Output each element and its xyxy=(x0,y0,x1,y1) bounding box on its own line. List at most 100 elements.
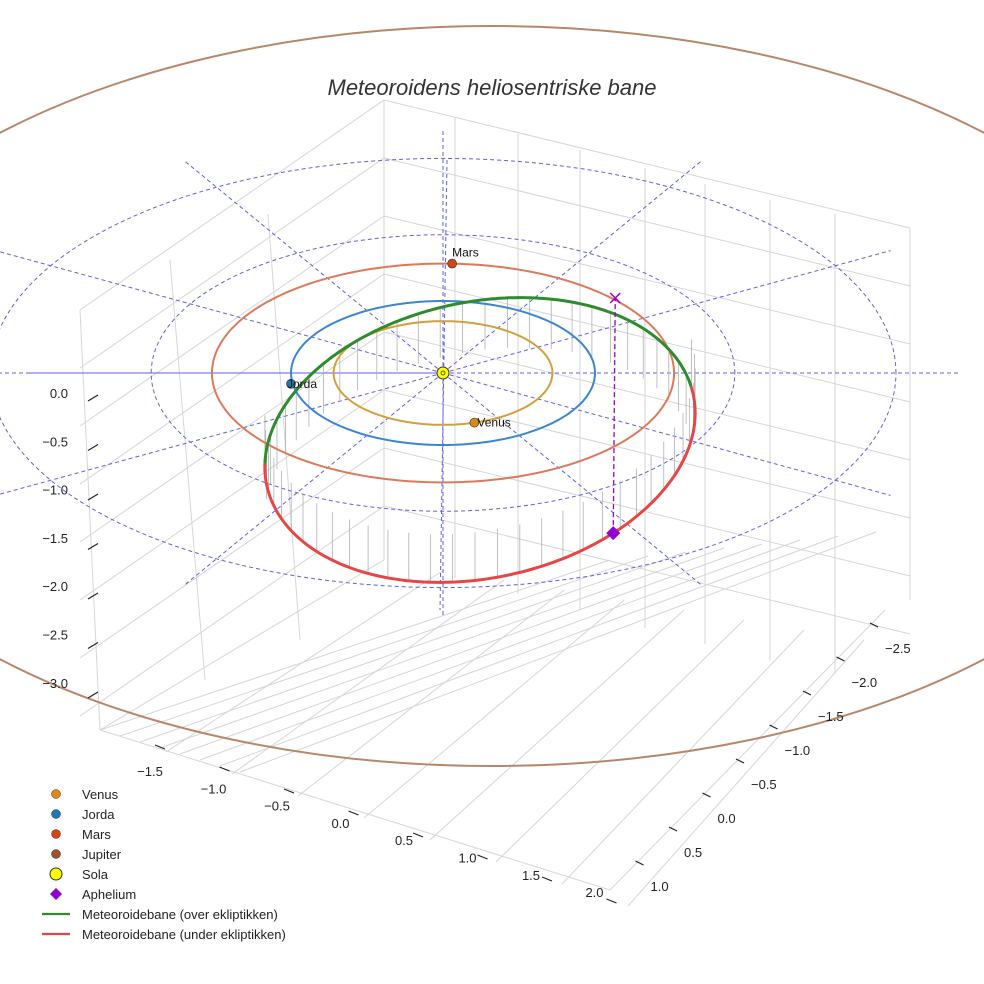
legend-swatch xyxy=(51,789,61,799)
x-tick-label: 0.0 xyxy=(331,816,349,831)
z-tick-label: −1.5 xyxy=(42,531,68,546)
mars-marker xyxy=(447,258,457,269)
y-tick-label: 1.0 xyxy=(651,879,669,894)
y-tick-mark xyxy=(802,690,812,696)
grid-line xyxy=(609,609,886,891)
legend-label: Meteoroidebane (under ekliptikken) xyxy=(82,927,286,942)
grid-line xyxy=(179,543,763,755)
grid-line xyxy=(79,157,385,369)
grid-line xyxy=(79,447,385,659)
planet-label: Jorda xyxy=(287,377,317,391)
ecliptic-reference-grid xyxy=(0,128,960,618)
ecliptic-axis xyxy=(439,159,448,611)
grid-line xyxy=(99,729,611,891)
planet-orbits xyxy=(211,262,675,484)
x-tick-label: −1.5 xyxy=(137,764,163,779)
legend-label: Meteoroidebane (over ekliptikken) xyxy=(82,907,278,922)
ecliptic-ring xyxy=(150,234,736,512)
y-tick-mark xyxy=(668,826,678,832)
aphelion-projection xyxy=(612,297,616,534)
legend-label: Jorda xyxy=(82,807,115,822)
x-tick-label: 1.5 xyxy=(522,868,540,883)
legend-label: Aphelium xyxy=(82,887,136,902)
grid-line xyxy=(561,629,805,885)
grid-line xyxy=(267,213,301,641)
y-tick-mark xyxy=(836,656,845,662)
grid-line xyxy=(239,531,877,773)
z-tick-mark xyxy=(87,542,99,551)
y-tick-label: −2.0 xyxy=(852,675,878,690)
z-tick-label: −2.0 xyxy=(42,579,68,594)
legend-label: Mars xyxy=(82,827,111,842)
x-tick-label: −1.0 xyxy=(201,781,227,796)
z-tick-label: −3.0 xyxy=(42,676,68,691)
markers: Venus Jorda Mars xyxy=(286,246,621,541)
ecliptic-spoke xyxy=(0,251,444,374)
grid-line xyxy=(99,559,385,731)
grid-line xyxy=(79,505,385,717)
planet-label: Venus xyxy=(477,416,510,430)
aphelion-marker xyxy=(606,526,621,541)
y-tick-label: 0.0 xyxy=(718,811,736,826)
grid-line xyxy=(383,157,911,287)
x-tick-mark xyxy=(154,744,166,750)
grid-line xyxy=(119,555,649,737)
x-tick-mark xyxy=(541,876,553,882)
grid-line xyxy=(297,589,565,797)
z-tick-mark xyxy=(87,443,99,452)
grid-line xyxy=(79,99,385,311)
sun-marker-center xyxy=(440,370,446,376)
z-tick-label: −0.5 xyxy=(42,434,68,449)
ecliptic-spoke xyxy=(442,250,891,374)
orbit-under-ecliptic xyxy=(263,385,697,584)
legend-swatch xyxy=(51,809,61,819)
z-tick-label: 0.0 xyxy=(50,386,68,401)
grid-line xyxy=(169,259,206,681)
grid-line xyxy=(383,331,911,461)
grid-line xyxy=(429,609,685,841)
grid-line xyxy=(231,579,505,775)
venus-marker xyxy=(469,417,480,428)
y-tick-mark xyxy=(869,622,879,628)
jupiter-orbit xyxy=(0,25,984,767)
aphelion-projection-x xyxy=(609,292,621,304)
z-tick-label: −1.0 xyxy=(42,483,68,498)
y-tick-mark xyxy=(702,792,711,798)
grid-line xyxy=(383,505,911,635)
legend-swatch xyxy=(50,888,62,900)
grid-line xyxy=(79,215,385,427)
jupiter-orbit-line xyxy=(0,25,984,767)
x-tick-label: −0.5 xyxy=(264,799,290,814)
x-tick-mark xyxy=(283,788,295,794)
grid-line xyxy=(383,447,911,577)
y-tick-label: −0.5 xyxy=(751,777,777,792)
grid-line xyxy=(383,215,911,345)
grid-line xyxy=(99,559,611,731)
meteoroid-orbit xyxy=(263,296,697,584)
grid-line xyxy=(383,389,911,519)
legend-label: Sola xyxy=(82,867,109,882)
z-tick-label: −2.5 xyxy=(42,628,68,643)
legend-swatch xyxy=(51,849,61,859)
planet-label: Mars xyxy=(452,246,479,260)
y-tick-label: −1.5 xyxy=(818,709,844,724)
x-tick-label: 1.0 xyxy=(458,851,476,866)
grid-line xyxy=(79,331,385,543)
y-tick-label: −1.0 xyxy=(785,743,811,758)
grid-line xyxy=(627,639,865,907)
orbit-over-ecliptic xyxy=(263,296,693,464)
grid-line xyxy=(219,535,839,767)
z-tick-mark xyxy=(87,691,99,699)
grid-line xyxy=(363,599,625,819)
ecliptic-spoke xyxy=(184,160,444,374)
legend: Venus Jorda Mars Jupiter Sola Aphelium Meteoro… xyxy=(42,787,286,942)
z-tick-mark xyxy=(87,592,99,600)
x-tick-mark xyxy=(606,898,617,904)
y-tick-mark xyxy=(769,724,778,730)
x-tick-label: 0.5 xyxy=(395,833,413,848)
grid-line xyxy=(139,551,687,743)
grid-line xyxy=(159,547,725,749)
legend-label: Venus xyxy=(82,787,119,802)
z-tick-mark xyxy=(87,394,99,402)
